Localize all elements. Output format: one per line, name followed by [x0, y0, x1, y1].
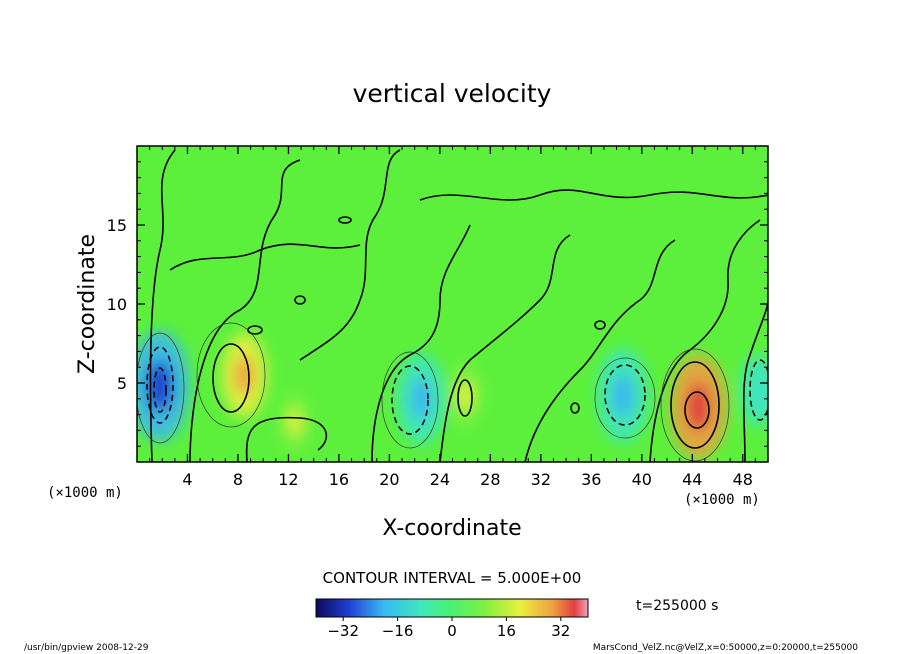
- field-feature-core: [410, 378, 432, 420]
- contour-line: [371, 224, 471, 462]
- x-unit-note-left: (×1000 m): [47, 485, 123, 501]
- contour-line: [137, 332, 185, 444]
- x-tick-label: 48: [733, 470, 753, 489]
- negative-contours: [146, 346, 768, 435]
- contour-line: [742, 299, 768, 462]
- contour-line: [660, 348, 730, 462]
- x-tick-label: 4: [182, 470, 192, 489]
- time-label: t=255000 s: [636, 598, 718, 614]
- contour-line: [419, 189, 768, 201]
- x-tick-label: 44: [682, 470, 702, 489]
- colorbar-tick-label: −32: [327, 622, 359, 640]
- x-tick-label: 36: [581, 470, 601, 489]
- contour-line: [391, 365, 429, 435]
- colorbar-ticks: −32 −16 0 16 32: [327, 617, 570, 640]
- plot-area: [137, 146, 768, 462]
- contour-line: [149, 149, 176, 462]
- field-feature-core: [146, 360, 173, 412]
- y-tick-label: 5: [117, 374, 127, 393]
- contour-line: [524, 239, 676, 462]
- contour-line: [169, 243, 361, 271]
- x-tick-label: 16: [329, 470, 349, 489]
- contour-line: [604, 364, 646, 426]
- x-axis: 4 8 12 16 20 24 28 32 36 40 44 48: [149, 146, 756, 489]
- contour-line: [594, 320, 606, 330]
- x-tick-label: 24: [430, 470, 450, 489]
- contour-line: [649, 219, 761, 462]
- x-axis-label: X-coordinate: [382, 516, 521, 541]
- field-feature-core: [288, 409, 302, 436]
- thin-contours: [137, 322, 730, 462]
- colorbar-tick-label: 32: [551, 622, 570, 640]
- contour-line: [670, 361, 720, 449]
- contour-line: [570, 402, 580, 414]
- field-feature-core: [612, 374, 634, 418]
- y-axis: 5 10 15: [107, 161, 768, 447]
- contour-line: [439, 234, 571, 462]
- x-tick-label: 20: [379, 470, 399, 489]
- y-tick-label: 15: [107, 216, 127, 235]
- contour-line: [338, 216, 352, 224]
- contour-line: [196, 322, 266, 428]
- chart-title: vertical velocity: [353, 79, 552, 108]
- footer-right: MarsCond_VelZ.nc@VelZ,x=0:50000,z=0:2000…: [593, 643, 858, 653]
- contour-line: [457, 379, 473, 417]
- contour-line: [299, 149, 401, 361]
- colorbar: [315, 598, 589, 618]
- colorbar-tick-label: 16: [497, 622, 516, 640]
- contour-lines: [149, 149, 768, 462]
- x-tick-label: 28: [480, 470, 500, 489]
- contour-line: [245, 416, 328, 462]
- x-tick-label: 32: [531, 470, 551, 489]
- field-feature-core: [234, 355, 254, 395]
- field-feature-core: [686, 382, 711, 431]
- x-tick-label: 8: [233, 470, 243, 489]
- x-tick-label: 12: [278, 470, 298, 489]
- contour-line: [189, 159, 301, 462]
- contour-line: [153, 367, 167, 413]
- contour-line: [684, 391, 710, 429]
- x-tick-label: 40: [632, 470, 652, 489]
- colorbar-tick-label: 0: [447, 622, 457, 640]
- y-axis-label: Z-coordinate: [75, 234, 100, 374]
- contour-line: [146, 346, 174, 424]
- colorbar-tick-label: −16: [382, 622, 414, 640]
- field-feature-core: [751, 374, 768, 407]
- contour-line: [381, 351, 439, 449]
- contour-interval-label: CONTOUR INTERVAL = 5.000E+00: [323, 569, 582, 587]
- footer-left: /usr/bin/gpview 2008-12-29: [24, 643, 149, 653]
- contour-line: [294, 295, 306, 305]
- contour-line: [212, 343, 250, 413]
- y-tick-label: 10: [107, 295, 127, 314]
- contour-line: [594, 357, 656, 439]
- contour-line: [749, 359, 768, 421]
- field-feature-core: [457, 381, 473, 411]
- x-unit-note-right: (×1000 m): [684, 492, 760, 508]
